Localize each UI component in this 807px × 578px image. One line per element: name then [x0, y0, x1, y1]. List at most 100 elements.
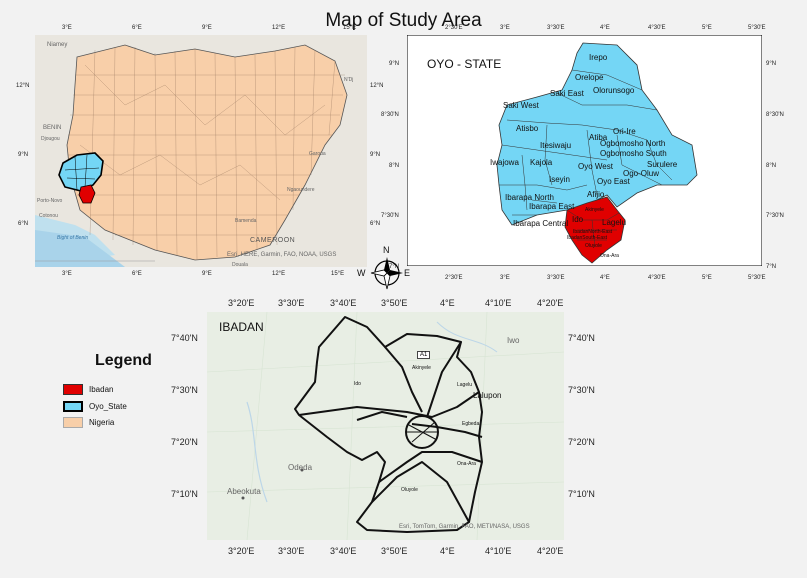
lga-label: Surulere	[647, 160, 678, 169]
place-label: BENIN	[43, 125, 62, 131]
right-tick: 7°10'N	[568, 489, 595, 499]
place-label: Egbeda	[462, 421, 480, 427]
place-label: Ido	[354, 381, 361, 387]
top-tick: 3°E	[62, 25, 72, 31]
bottom-tick: 4°20'E	[537, 546, 564, 556]
left-tick: 6°N	[18, 221, 29, 227]
legend-swatch-oyo	[63, 401, 83, 412]
bottom-tick: 12°E	[272, 271, 286, 277]
left-tick: 8°N	[389, 163, 400, 169]
right-tick: 8°30'N	[766, 112, 784, 118]
lga-label: Oyo East	[597, 177, 630, 186]
top-tick: 4°E	[600, 25, 610, 31]
legend-label: Ibadan	[89, 385, 114, 394]
right-tick: 8°N	[766, 163, 777, 169]
top-tick: 9°E	[202, 25, 212, 31]
place-label: CAMEROON	[250, 237, 296, 244]
place-label: Bight of Benin	[57, 235, 89, 241]
top-tick: 4°10'E	[485, 298, 512, 308]
lga-label: Kajola	[530, 158, 553, 167]
bottom-tick: 3°E	[62, 271, 72, 277]
lga-label: Atiba	[589, 133, 608, 142]
place-label: N'Dj	[344, 77, 354, 83]
lga-label: Ibarapa North	[505, 193, 554, 202]
top-tick: 3°20'E	[228, 298, 255, 308]
legend-item: Oyo_State	[63, 401, 127, 412]
bottom-tick: 4°10'E	[485, 546, 512, 556]
lga-label: Itesiwaju	[540, 141, 572, 150]
place-label: Douala	[232, 262, 248, 267]
bottom-tick: 4°E	[600, 275, 610, 281]
bottom-tick: 3°30'E	[278, 546, 305, 556]
legend-swatch-nigeria	[63, 417, 83, 428]
ibadan-map-panel: IBADAN Iwo Lalupon Odeda Abeokuta Ido Ak…	[207, 312, 564, 540]
left-tick: 7°10'N	[171, 489, 198, 499]
lga-label: Ido	[572, 215, 584, 224]
top-tick: 15°E	[343, 25, 357, 31]
place-label: Odeda	[288, 463, 313, 472]
lga-label: IbadanNorth-East	[573, 229, 613, 235]
legend-swatch-ibadan	[63, 384, 83, 395]
top-tick: 5°30'E	[748, 25, 766, 31]
top-tick: 4°30'E	[648, 25, 666, 31]
north-arrow: N E W	[357, 245, 410, 294]
bottom-tick: 4°E	[440, 546, 455, 556]
bottom-tick: 3°20'E	[228, 546, 255, 556]
place-label: Ngaoundere	[287, 187, 315, 193]
place-label: Djougou	[41, 136, 60, 142]
place-label: Akinyele	[412, 365, 431, 371]
top-tick: 3°40'E	[330, 298, 357, 308]
left-tick: 7°20'N	[171, 437, 198, 447]
map-attribution: Esri, HERE, Garmin, FAO, NOAA, USGS	[227, 252, 337, 258]
legend-item: Nigeria	[63, 417, 114, 428]
nigeria-map-panel: Niamey BENIN Djougou Porto-Novo Cotonou …	[35, 35, 367, 267]
lga-label: Iwajowa	[490, 158, 519, 167]
bottom-tick: 3°30'E	[547, 275, 565, 281]
top-tick: 12°E	[272, 25, 286, 31]
legend-label: Nigeria	[89, 418, 115, 427]
bottom-tick: 3°E	[500, 275, 510, 281]
top-tick: 3°30'E	[547, 25, 565, 31]
lga-label: Ona-Ara	[600, 253, 619, 259]
lga-label: Oluyole	[585, 243, 602, 249]
nigeria-map	[35, 35, 367, 267]
place-label: Iwo	[507, 336, 520, 345]
legend-item: Ibadan	[63, 384, 113, 395]
ibadan-map	[207, 312, 564, 540]
top-tick: 4°E	[440, 298, 455, 308]
top-tick: 3°50'E	[381, 298, 408, 308]
right-tick: 7°20'N	[568, 437, 595, 447]
left-tick: 9°N	[389, 61, 400, 67]
place-label: Oluyole	[401, 487, 418, 493]
lga-label: Orelope	[575, 73, 604, 82]
right-tick: 12°N	[370, 83, 384, 89]
lga-label: Ori-Ire	[613, 127, 636, 136]
top-tick: 3°E	[500, 25, 510, 31]
bottom-tick: 4°30'E	[648, 275, 666, 281]
right-tick: 7°40'N	[568, 333, 595, 343]
lga-label: Ibarapa Central	[513, 219, 569, 228]
ibadan-highlight	[78, 184, 96, 204]
top-tick: 2°30'E	[445, 25, 463, 31]
right-tick: 7°30'N	[568, 385, 595, 395]
lga-label: Ogo-Oluw	[623, 169, 660, 178]
bottom-tick: 5°E	[702, 275, 712, 281]
place-label: Bamenda	[235, 218, 257, 224]
place-label: Porto-Novo	[37, 198, 63, 204]
lga-label: Atisbo	[516, 124, 539, 133]
bottom-tick: 6°E	[132, 271, 142, 277]
place-label: Lalupon	[473, 391, 502, 400]
lga-label: Saki East	[550, 89, 584, 98]
lga-label: Akinyele	[585, 207, 604, 213]
place-label: Niamey	[47, 42, 68, 48]
lga-label: Olorunsogo	[593, 86, 635, 95]
oyo-map-panel: OYO - STATE Irepo Orelope Olorunsogo Sak…	[406, 34, 763, 267]
bottom-tick: 9°E	[202, 271, 212, 277]
lga-label: Ogbomosho South	[600, 149, 667, 158]
lga-label: Irepo	[589, 53, 608, 62]
bottom-tick: 3°50'E	[381, 546, 408, 556]
west-label: W	[357, 268, 366, 278]
map-title: OYO - STATE	[427, 57, 502, 71]
right-tick: 6°N	[370, 221, 381, 227]
place-label: Abeokuta	[227, 487, 261, 496]
